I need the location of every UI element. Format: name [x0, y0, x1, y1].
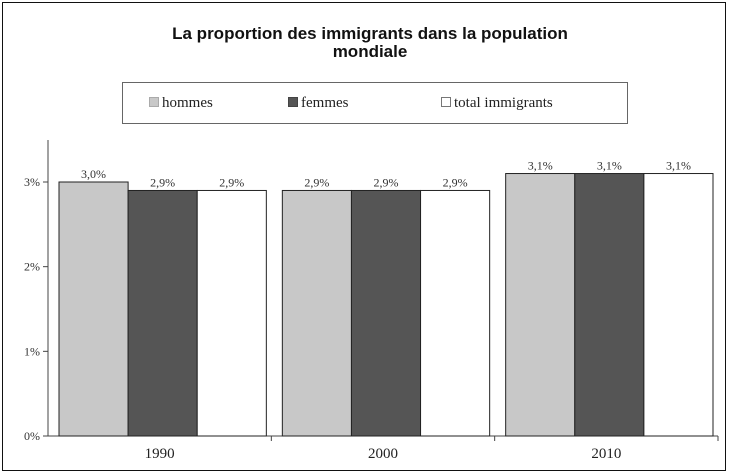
- data-label-1990-femmes: 2,9%: [150, 175, 175, 189]
- data-label-2000-total-immigrants: 2,9%: [443, 175, 468, 189]
- legend-item-femmes: femmes: [288, 95, 348, 112]
- x-tick-label-1990: 1990: [145, 446, 175, 462]
- legend-label-total-immigrants: total immigrants: [454, 95, 553, 111]
- legend-item-hommes: hommes: [149, 95, 213, 112]
- legend-swatch-femmes: [288, 97, 298, 107]
- y-tick-label-3: 3%: [24, 175, 40, 189]
- bar-1990-femmes: [127, 189, 198, 437]
- data-label-1990-total-immigrants: 2,9%: [219, 175, 244, 189]
- chart-title-line-2: mondiale: [332, 42, 408, 61]
- legend-label-femmes: femmes: [301, 95, 349, 111]
- bar-1990-hommes: [58, 181, 129, 437]
- x-tick-label-2010: 2010: [591, 446, 621, 462]
- data-label-1990-hommes: 3,0%: [81, 167, 106, 181]
- chart-title-line-1: La proportion des immigrants dans la pop…: [172, 24, 568, 43]
- data-label-2000-femmes: 2,9%: [374, 175, 399, 189]
- bar-1990-total-immigrants: [196, 189, 267, 437]
- bar-2010-femmes: [574, 173, 645, 437]
- bar-2000-hommes: [281, 189, 352, 437]
- x-tick-label-2000: 2000: [368, 446, 398, 462]
- data-label-2010-total-immigrants: 3,1%: [666, 159, 691, 173]
- legend-label-hommes: hommes: [162, 95, 213, 111]
- y-tick-label-2: 2%: [24, 260, 40, 274]
- data-label-2010-hommes: 3,1%: [528, 159, 553, 173]
- chart-title: La proportion des immigrants dans la pop…: [60, 25, 680, 61]
- bar-2000-total-immigrants: [420, 189, 491, 437]
- bar-2010-hommes: [505, 173, 576, 437]
- y-tick-label-1: 1%: [24, 344, 40, 358]
- legend-swatch-total-immigrants: [441, 97, 451, 107]
- legend-item-total-immigrants: total immigrants: [441, 95, 553, 112]
- bar-2010-total-immigrants: [643, 173, 714, 437]
- bar-2000-femmes: [350, 189, 422, 437]
- legend-swatch-hommes: [149, 97, 159, 107]
- y-tick-label-0: 0%: [24, 429, 40, 443]
- data-label-2000-hommes: 2,9%: [304, 175, 329, 189]
- data-label-2010-femmes: 3,1%: [597, 159, 622, 173]
- chart-legend: hommes femmes total immigrants: [122, 82, 628, 124]
